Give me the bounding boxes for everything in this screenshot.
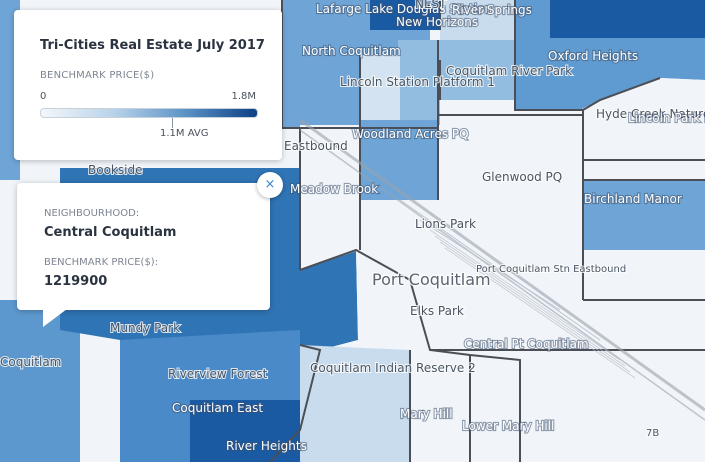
label-central-pt-coquitlam: Central Pt Coquitlam — [464, 337, 589, 351]
legend-caption: BENCHMARK PRICE($) — [40, 70, 155, 81]
legend-title: Tri-Cities Real Estate July 2017 — [40, 38, 265, 53]
legend-avg-label: 1.1M AVG — [160, 128, 209, 139]
legend-gradient-bar — [40, 108, 258, 118]
label-lincoln-station: Lincoln Station Platform 1 — [340, 75, 495, 89]
legend-min-label: 0 — [40, 91, 47, 102]
label-coquitlam-east: Coquitlam East — [172, 401, 263, 415]
region-southwest[interactable] — [0, 300, 80, 462]
popup-close-button[interactable]: × — [257, 172, 283, 198]
label-highway-shield: 7B — [646, 428, 659, 439]
popup-price-value: 1219900 — [44, 274, 108, 289]
neighbourhood-borders — [269, 0, 705, 462]
roads — [299, 118, 705, 421]
region-hyde-creek[interactable] — [580, 78, 705, 160]
popup-price-label: BENCHMARK PRICE($): — [44, 257, 159, 268]
label-lions-park: Lions Park — [415, 217, 476, 231]
region-river-heights[interactable] — [190, 400, 300, 462]
label-coquitlam: Coquitlam — [0, 355, 61, 369]
label-oxford-heights: Oxford Heights — [548, 49, 638, 63]
popup-neighbourhood-value: Central Coquitlam — [44, 225, 177, 240]
region-oxford-heights-ne[interactable] — [550, 0, 705, 38]
label-new-horizons: New Horizons — [396, 15, 478, 29]
label-lafarge: Lafarge Lake Douglas Station — [316, 2, 492, 16]
region-reserve[interactable] — [300, 345, 410, 462]
label-river-heights: River Heights — [226, 439, 307, 453]
region-coquitlam-river[interactable] — [398, 40, 515, 125]
label-birchland-manor: Birchland Manor — [584, 192, 682, 206]
popup-neighbourhood-label: NEIGHBOURHOOD: — [44, 208, 140, 219]
label-glenwood: Glenwood PQ — [482, 170, 562, 184]
region-lincoln-station[interactable] — [360, 55, 400, 125]
label-lincoln-park: Lincoln Park PQ — [628, 111, 705, 125]
legend-max-label: 1.8M — [231, 91, 256, 102]
label-hyde-creek: Hyde Creek Nature Park — [596, 107, 705, 121]
label-port-coquitlam-stn: Port Coquitlam Stn Eastbound — [476, 264, 626, 275]
label-river-springs: River Springs — [452, 3, 532, 17]
legend-card: Tri-Cities Real Estate July 2017 BENCHMA… — [14, 10, 282, 160]
label-woodland-acres: Woodland Acres PQ — [352, 127, 469, 141]
label-coquitlam-river-park: Coquitlam River Park — [446, 64, 572, 78]
label-eastbound: Eastbound — [284, 139, 348, 153]
label-north-coquitlam: North Coquitlam — [302, 44, 401, 58]
legend-avg-tick — [172, 118, 173, 128]
popup-tail — [43, 309, 67, 327]
label-mundy-park: Mundy Park — [110, 321, 180, 335]
label-mary-hill: Mary Hill — [400, 407, 453, 421]
region-woodland-acres[interactable] — [358, 120, 438, 200]
region-meadow-brook[interactable] — [300, 125, 360, 270]
neighbourhood-popup: NEIGHBOURHOOD: Central Coquitlam BENCHMA… — [17, 183, 270, 310]
rail-yard — [429, 229, 636, 379]
label-riverview-forest: Riverview Forest — [168, 367, 268, 381]
region-birchland-manor[interactable] — [583, 180, 705, 250]
label-bookside: Bookside — [88, 163, 142, 177]
label-meadow-brook: Meadow Brook — [290, 182, 378, 196]
label-coquitlam-indian-reserve: Coquitlam Indian Reserve 2 — [310, 361, 476, 375]
label-elks-park: Elks Park — [410, 304, 464, 318]
region-new-horizons[interactable] — [370, 0, 440, 30]
label-nest: NEST — [415, 0, 447, 11]
label-port-coquitlam: Port Coquitlam — [372, 270, 491, 289]
label-lower-mary-hill: Lower Mary Hill — [462, 419, 554, 433]
